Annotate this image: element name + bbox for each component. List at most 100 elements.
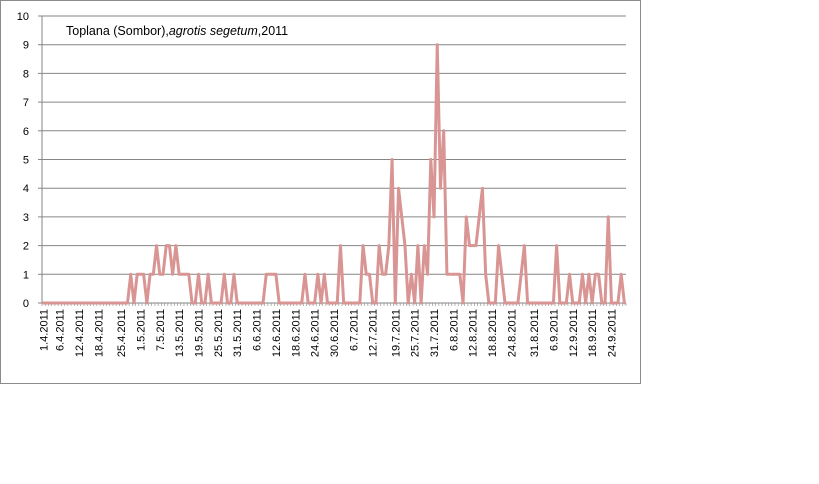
x-tick-label: 12.4.2011 [74, 309, 86, 357]
data-point [297, 301, 300, 305]
data-point [123, 301, 126, 305]
data-point [139, 273, 142, 276]
data-point [332, 301, 336, 305]
data-point [610, 301, 613, 305]
data-point [145, 301, 149, 305]
data-point [513, 301, 516, 305]
y-tick-label: 6 [23, 126, 29, 138]
data-point [623, 301, 626, 305]
data-point [607, 215, 610, 219]
data-point [81, 301, 84, 305]
x-tick-label: 25.4.2011 [116, 309, 128, 357]
data-point [503, 301, 507, 305]
x-tick-label: 31.8.2011 [529, 309, 541, 357]
data-point [45, 301, 49, 305]
data-point [529, 301, 533, 305]
data-point [184, 273, 187, 276]
data-point [432, 215, 436, 219]
data-point [294, 301, 297, 305]
data-point [568, 273, 571, 276]
data-point [277, 301, 281, 305]
data-point [507, 301, 510, 305]
y-tick-label: 9 [23, 40, 29, 52]
data-point [119, 301, 123, 305]
data-point [600, 301, 604, 305]
x-tick-label: 19.7.2011 [390, 309, 402, 357]
data-point [548, 301, 552, 305]
data-point [377, 244, 381, 247]
data-point [223, 273, 226, 276]
data-point [345, 301, 349, 305]
data-point [287, 301, 291, 305]
y-tick-label: 10 [17, 11, 29, 23]
data-point [319, 301, 323, 305]
data-point [581, 273, 584, 276]
series [42, 43, 626, 305]
x-tick-label: 24.9.2011 [606, 309, 618, 357]
data-point [284, 301, 287, 305]
x-tick-label: 18.4.2011 [93, 309, 105, 357]
data-point [532, 301, 536, 305]
x-tick-label: 18.9.2011 [587, 309, 599, 357]
x-tick-label: 12.6.2011 [271, 309, 283, 357]
data-point [210, 301, 213, 305]
data-point [103, 301, 107, 305]
data-point [571, 301, 574, 305]
data-point [216, 301, 220, 305]
data-point [355, 301, 358, 305]
data-point [310, 301, 313, 305]
data-point [77, 301, 81, 305]
data-point [613, 301, 616, 305]
data-point [239, 301, 242, 305]
data-point [490, 301, 494, 305]
data-point [371, 301, 374, 305]
x-tick-label: 6.6.2011 [252, 309, 264, 351]
data-point [594, 273, 597, 276]
chart-frame [0, 0, 641, 384]
data-point [384, 273, 387, 276]
data-point [168, 244, 171, 247]
data-point [242, 301, 245, 305]
x-tick-label: 1.4.2011 [39, 309, 51, 351]
data-point [313, 301, 316, 305]
chart-title-part-1: Toplana (Sombor), [66, 24, 169, 38]
data-point [42, 301, 45, 305]
data-point [587, 273, 591, 276]
y-axis: 0 1 2 3 4 5 6 7 8 9 10 [17, 11, 43, 310]
data-point [61, 301, 65, 305]
data-point [255, 301, 258, 305]
x-tick-label: 6.7.2011 [348, 309, 360, 351]
data-point [481, 187, 484, 190]
data-point [500, 273, 503, 276]
data-point [316, 273, 320, 276]
data-point [403, 244, 407, 247]
data-point [55, 301, 58, 305]
x-tick-label: 12.9.2011 [568, 309, 580, 357]
x-tick-label: 6.9.2011 [548, 309, 560, 351]
x-tick-label: 25.5.2011 [213, 309, 225, 357]
data-point [452, 273, 455, 276]
data-point [597, 273, 600, 276]
data-point [461, 301, 465, 305]
data-point [374, 301, 378, 305]
x-tick-label: 30.6.2011 [329, 309, 341, 357]
data-point [381, 273, 384, 276]
data-point [165, 244, 168, 247]
data-point [523, 244, 526, 247]
data-point [306, 301, 310, 305]
x-tick-label: 31.7.2011 [429, 309, 441, 357]
x-tick-label: 12.8.2011 [468, 309, 480, 357]
data-point [455, 273, 458, 276]
data-point [416, 244, 420, 247]
data-point [448, 273, 452, 276]
data-point [390, 158, 394, 161]
data-point [339, 244, 342, 247]
data-point [87, 301, 90, 305]
data-point [226, 301, 229, 305]
y-tick-label: 4 [23, 183, 29, 195]
data-point [397, 187, 400, 190]
y-tick-label: 5 [23, 155, 29, 167]
data-point [410, 273, 413, 276]
data-point [248, 301, 252, 305]
